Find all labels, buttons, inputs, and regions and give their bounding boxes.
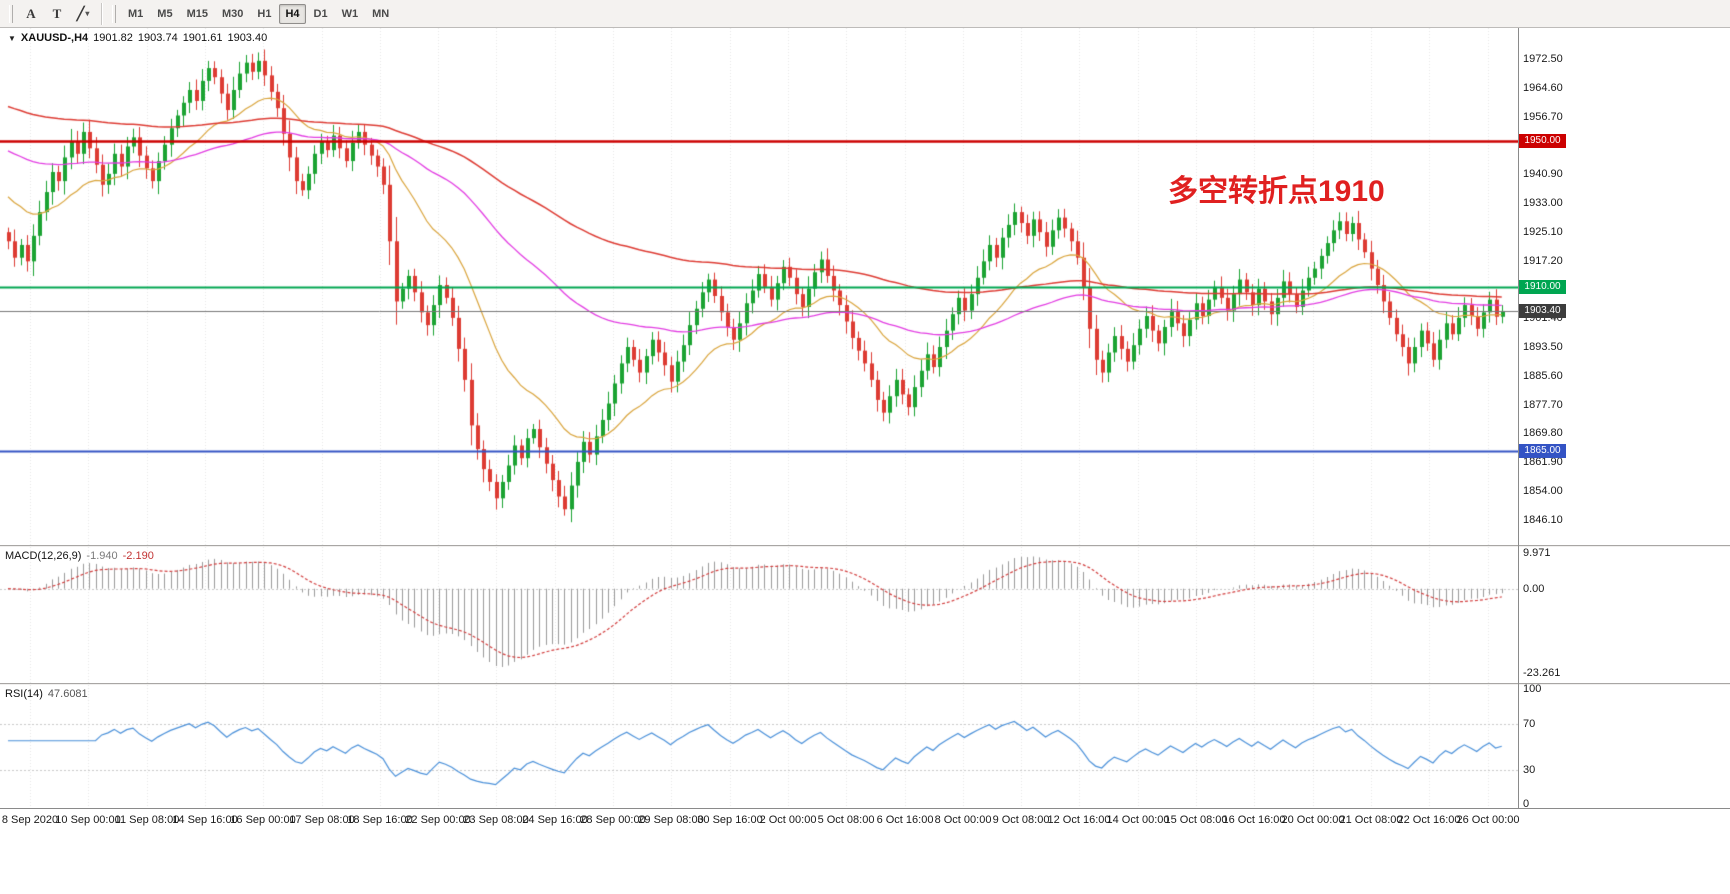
ohlc-low: 1901.61 xyxy=(182,32,223,44)
time-tick: 18 Sep 16:00 xyxy=(347,814,413,826)
price-badge-1910.00: 1910.00 xyxy=(1519,279,1566,294)
rsi-tick: 100 xyxy=(1523,683,1542,695)
text-tool[interactable]: A xyxy=(26,5,36,21)
price-badge-1865.00: 1865.00 xyxy=(1519,443,1566,458)
chart-header: ▼ XAUUSD-,H4 1901.82 1903.74 1901.61 190… xyxy=(8,32,267,44)
macd-value-signal: -2.190 xyxy=(122,550,154,562)
price-tick: 1854.00 xyxy=(1523,485,1563,498)
shapes-tool-dropdown-icon[interactable]: ▾ xyxy=(85,9,90,18)
time-tick: 15 Oct 08:00 xyxy=(1164,814,1228,826)
time-tick: 17 Sep 08:00 xyxy=(289,814,355,826)
macd-value-main: -1.940 xyxy=(86,550,118,562)
price-tick: 1940.90 xyxy=(1523,168,1563,181)
timeframe-button-m5[interactable]: M5 xyxy=(157,7,173,20)
time-tick: 5 Oct 08:00 xyxy=(817,814,875,826)
timeframe-group: M1 M5 M15 M30 H1 H4 D1 W1 MN xyxy=(121,3,396,24)
time-tick: 28 Sep 00:00 xyxy=(580,814,646,826)
time-tick: 8 Sep 2020 xyxy=(1,814,59,826)
price-tick: 1933.00 xyxy=(1523,197,1563,209)
macd-tick: 9.971 xyxy=(1523,546,1551,559)
price-tick: 1893.50 xyxy=(1523,341,1563,354)
ohlc-open: 1901.82 xyxy=(93,32,133,44)
main-chart-canvas[interactable] xyxy=(0,28,1518,545)
price-tick: 1885.60 xyxy=(1523,369,1563,382)
rsi-name: RSI(14) xyxy=(5,688,43,700)
rsi-label: RSI(14) 47.6081 xyxy=(5,688,88,700)
time-tick: 11 Sep 08:00 xyxy=(114,814,180,826)
macd-name: MACD(12,26,9) xyxy=(5,550,82,562)
shapes-tool[interactable]: ╱ ▾ xyxy=(76,5,90,21)
rsi-tick: 30 xyxy=(1523,763,1536,776)
timeframe-button-w1[interactable]: W1 xyxy=(341,7,359,20)
macd-label: MACD(12,26,9) -1.940 -2.190 xyxy=(5,550,154,562)
time-tick: 23 Sep 08:00 xyxy=(463,814,529,826)
macd-canvas[interactable] xyxy=(0,547,1518,683)
price-tick: 1917.20 xyxy=(1523,254,1563,267)
time-tick: 9 Oct 08:00 xyxy=(992,814,1050,826)
time-tick: 16 Sep 00:00 xyxy=(230,814,296,826)
timeframe-button-d1[interactable]: D1 xyxy=(313,7,328,20)
timeframe-button-m1[interactable]: M1 xyxy=(128,7,144,20)
text-label-tool[interactable]: T xyxy=(52,5,62,21)
time-tick: 14 Sep 16:00 xyxy=(172,814,238,826)
time-tick: 26 Oct 00:00 xyxy=(1456,814,1520,826)
price-tick: 1869.80 xyxy=(1523,427,1563,440)
price-tick: 1964.60 xyxy=(1523,81,1563,94)
price-tick: 1877.70 xyxy=(1523,398,1563,411)
macd-tick: -23.261 xyxy=(1523,667,1561,680)
rsi-tick: 70 xyxy=(1523,717,1536,730)
toolbar: A T ╱ ▾ M1 M5 M15 M30 H1 H4 D1 W1 MN xyxy=(0,0,1730,28)
macd-tick: 0.00 xyxy=(1523,582,1545,595)
time-tick: 20 Oct 00:00 xyxy=(1281,814,1345,826)
timeframe-button-m30[interactable]: M30 xyxy=(221,7,244,20)
toolbar-grip-2[interactable] xyxy=(112,4,116,23)
pane-separator-macd[interactable] xyxy=(0,545,1730,547)
time-tick: 24 Sep 16:00 xyxy=(522,814,588,826)
time-tick: 29 Sep 08:00 xyxy=(638,814,704,826)
time-tick: 14 Oct 00:00 xyxy=(1106,814,1170,826)
rsi-tick: 0 xyxy=(1523,798,1530,810)
time-axis[interactable]: 8 Sep 2020 10 Sep 00:00 11 Sep 08:00 14 Sep… xyxy=(0,808,1730,834)
time-tick: 6 Oct 16:00 xyxy=(876,814,934,826)
price-tick: 1972.50 xyxy=(1523,52,1563,65)
price-axis-border xyxy=(1518,28,1519,808)
drawing-tools-group: A T ╱ ▾ xyxy=(18,3,96,25)
time-tick: 16 Oct 16:00 xyxy=(1222,814,1286,826)
timeframe-button-h1[interactable]: H1 xyxy=(257,7,272,20)
rsi-value: 47.6081 xyxy=(47,688,88,700)
current-price-badge: 1903.40 xyxy=(1519,303,1566,318)
timeframe-button-mn[interactable]: MN xyxy=(372,7,390,20)
toolbar-separator xyxy=(101,2,102,25)
time-tick: 21 Oct 08:00 xyxy=(1339,814,1403,826)
price-tick: 1956.70 xyxy=(1523,110,1563,123)
annotation-text[interactable]: 多空转折点1910 xyxy=(1168,175,1385,208)
price-tick: 1846.10 xyxy=(1523,513,1563,526)
price-tick: 1925.10 xyxy=(1523,225,1563,238)
time-tick: 2 Oct 00:00 xyxy=(759,814,817,826)
symbol-label: XAUUSD-,H4 xyxy=(20,32,89,44)
timeframe-button-m15[interactable]: M15 xyxy=(186,7,208,20)
time-tick: 12 Oct 16:00 xyxy=(1047,814,1111,826)
time-tick: 8 Oct 00:00 xyxy=(934,814,992,826)
ohlc-high: 1903.74 xyxy=(137,32,178,44)
timeframe-button-h4[interactable]: H4 xyxy=(279,3,306,24)
time-tick: 30 Sep 16:00 xyxy=(697,814,763,826)
toolbar-grip[interactable] xyxy=(9,4,13,23)
ohlc-close: 1903.40 xyxy=(227,32,268,44)
price-badge-1950.00: 1950.00 xyxy=(1519,134,1566,149)
time-tick: 10 Sep 00:00 xyxy=(55,814,121,826)
price-tick: 1861.90 xyxy=(1523,456,1563,469)
pane-separator-rsi[interactable] xyxy=(0,683,1730,685)
time-tick: 22 Oct 16:00 xyxy=(1397,814,1461,826)
rsi-canvas[interactable] xyxy=(0,685,1518,808)
time-tick: 22 Sep 00:00 xyxy=(405,814,471,826)
collapse-icon[interactable]: ▼ xyxy=(8,33,16,43)
